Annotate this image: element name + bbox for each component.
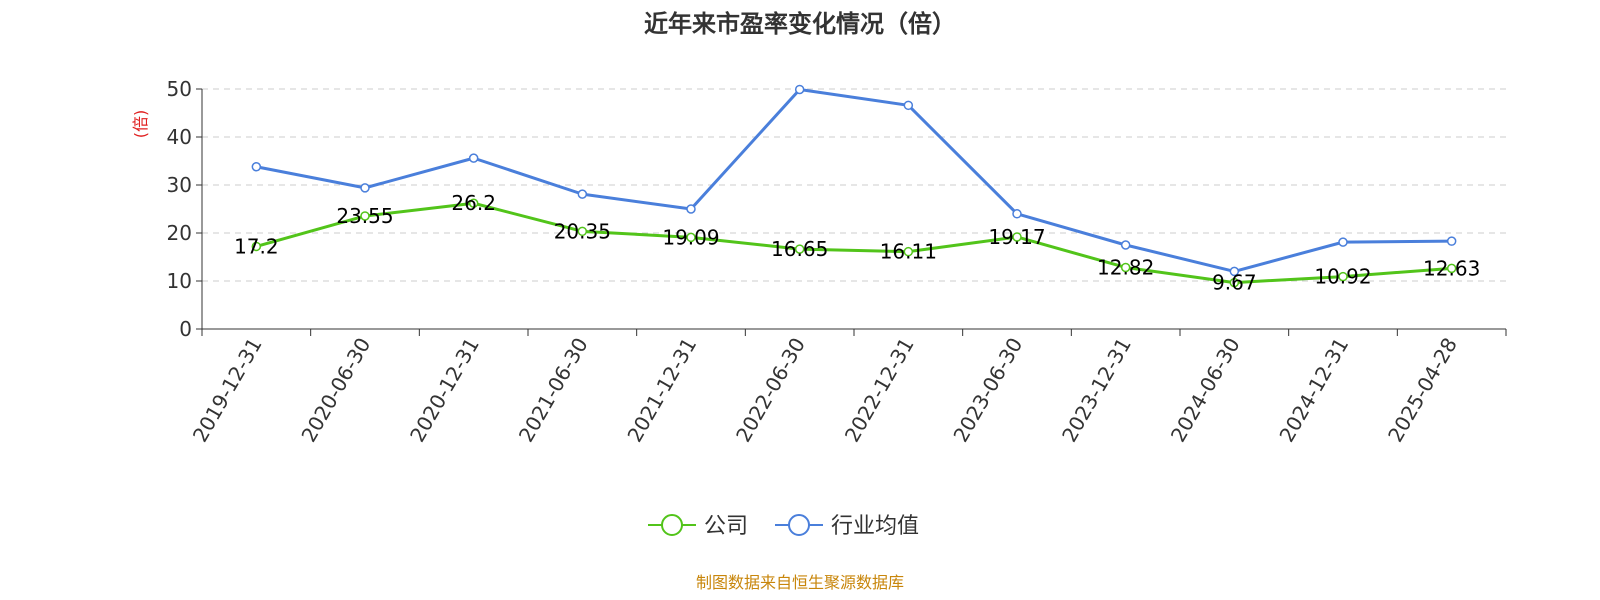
legend-label-0: 公司 <box>704 514 748 539</box>
x-tick-label: 2020-06-30 <box>296 334 375 447</box>
y-tick-label: 30 <box>167 173 192 197</box>
data-label: 19.17 <box>988 225 1045 249</box>
data-label: 17.2 <box>234 234 279 258</box>
data-point <box>251 241 262 252</box>
data-label: 23.55 <box>336 204 393 228</box>
y-axis-ticks: 0 10 20 30 40 50 <box>167 77 202 341</box>
data-point <box>686 204 696 214</box>
data-point <box>1446 236 1457 246</box>
data-point <box>1012 209 1022 219</box>
x-tick-label: 2021-12-31 <box>622 334 701 447</box>
x-tick-label: 2023-12-31 <box>1057 334 1136 447</box>
x-tick-label: 2019-12-31 <box>188 334 267 447</box>
x-tick-label: 2023-06-30 <box>948 334 1027 447</box>
x-tick-label: 2020-12-31 <box>405 333 484 446</box>
data-point <box>468 153 479 163</box>
y-tick-label: 10 <box>167 269 192 293</box>
y-axis-label: (倍) <box>131 110 150 139</box>
data-point <box>903 246 914 257</box>
series-line-1 <box>256 87 1452 273</box>
data-point <box>577 189 588 199</box>
legend-label-1: 行业均值 <box>831 514 919 539</box>
data-label: 9.67 <box>1212 271 1257 295</box>
x-tick-label: 2021-06-30 <box>514 334 593 447</box>
axes <box>201 89 1506 330</box>
data-label: 16.65 <box>771 237 828 261</box>
data-point <box>1338 237 1348 247</box>
data-label: 10.92 <box>1314 265 1371 289</box>
data-point <box>1446 263 1457 274</box>
data-point <box>1229 266 1240 277</box>
legend: 公司 行业均值 <box>648 514 919 539</box>
source-note: 制图数据来自恒生聚源数据库 <box>696 573 904 592</box>
grid-lines <box>202 88 1506 282</box>
data-label: 12.63 <box>1423 256 1480 280</box>
data-point <box>794 244 805 254</box>
data-label: 16.11 <box>880 240 937 264</box>
x-tick-label: 2024-06-30 <box>1166 334 1245 447</box>
x-tick-label: 2022-12-31 <box>840 333 919 446</box>
data-point <box>251 162 262 172</box>
y-tick-label: 50 <box>167 77 192 101</box>
x-tick-label: 2025-04-28 <box>1383 334 1462 447</box>
data-label: 12.82 <box>1097 255 1154 279</box>
data-label: 20.35 <box>554 219 611 243</box>
data-point <box>1229 277 1240 288</box>
data-label: 26.2 <box>451 191 496 215</box>
data-point <box>903 100 914 111</box>
data-label: 19.09 <box>662 225 719 249</box>
x-axis-ticks: 2019-12-31 2020-06-30 2020-12-31 2021-06-30… <box>188 329 1507 447</box>
y-tick-label: 40 <box>167 125 192 149</box>
data-point <box>360 211 370 221</box>
data-point <box>360 183 370 193</box>
series-group <box>251 84 1457 288</box>
data-point <box>1012 232 1022 242</box>
data-point <box>468 198 479 208</box>
chart-title: 近年来市盈率变化情况（倍） <box>644 10 956 38</box>
data-point <box>577 226 588 237</box>
legend-marker-0 <box>661 514 683 536</box>
data-point <box>686 232 696 243</box>
x-tick-label: 2024-12-31 <box>1274 334 1353 447</box>
x-tick-label: 2022-06-30 <box>731 334 810 447</box>
data-point <box>1120 262 1131 273</box>
data-point <box>1120 240 1131 250</box>
data-point <box>1338 271 1348 282</box>
y-tick-label: 0 <box>179 317 192 341</box>
series-line-0 <box>255 201 1452 285</box>
data-labels: 17.2 23.55 26.2 20.35 19.09 16.65 16.11 19.17 12… <box>234 191 1480 294</box>
data-point <box>794 84 805 95</box>
y-tick-label: 20 <box>167 221 192 245</box>
legend-marker-1 <box>788 514 810 536</box>
